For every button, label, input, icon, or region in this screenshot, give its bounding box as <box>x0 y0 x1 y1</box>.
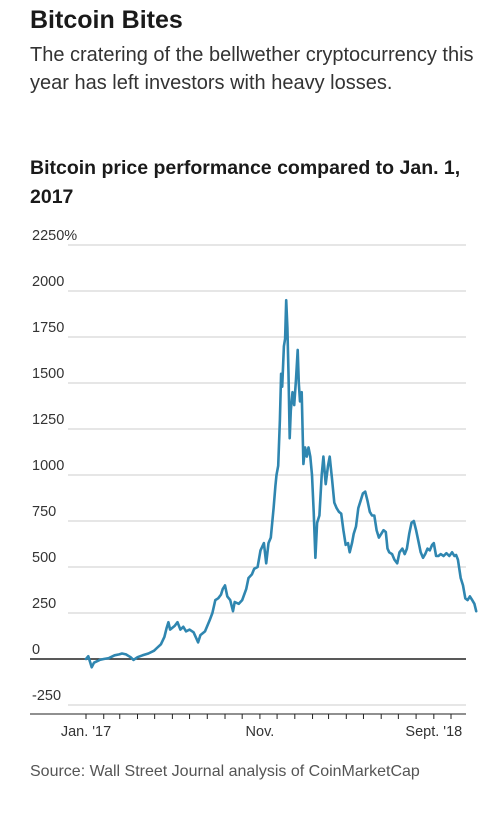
x-tick-label: Sept. '18 <box>405 724 462 740</box>
headline: Bitcoin Bites <box>30 6 183 34</box>
y-tick-label: 0 <box>32 642 40 658</box>
y-tick-label: 750 <box>32 504 56 520</box>
x-axis: Jan. '17 Nov. Sept. '18 <box>30 713 466 740</box>
y-axis-labels: 2250% 2000 1750 1500 1250 1000 750 500 250 0 -250 <box>32 228 77 704</box>
y-tick-label: 2250% <box>32 228 77 244</box>
x-tick-label: Nov. <box>246 724 275 740</box>
y-tick-label: 1750 <box>32 320 64 336</box>
y-tick-label: 500 <box>32 550 56 566</box>
subheadline: The cratering of the bellwether cryptocu… <box>30 44 474 94</box>
gridlines <box>30 244 466 706</box>
series-line-bitcoin <box>84 298 478 669</box>
series-layer <box>84 298 478 669</box>
y-tick-label: 250 <box>32 596 56 612</box>
y-tick-label: -250 <box>32 688 61 704</box>
chart-title: Bitcoin price performance compared to Ja… <box>30 157 461 208</box>
y-tick-label: 1500 <box>32 366 64 382</box>
source-note: Source: Wall Street Journal analysis of … <box>30 763 420 780</box>
x-tick-label: Jan. '17 <box>61 724 111 740</box>
y-tick-label: 1000 <box>32 458 64 474</box>
y-tick-label: 2000 <box>32 274 64 290</box>
y-tick-label: 1250 <box>32 412 64 428</box>
